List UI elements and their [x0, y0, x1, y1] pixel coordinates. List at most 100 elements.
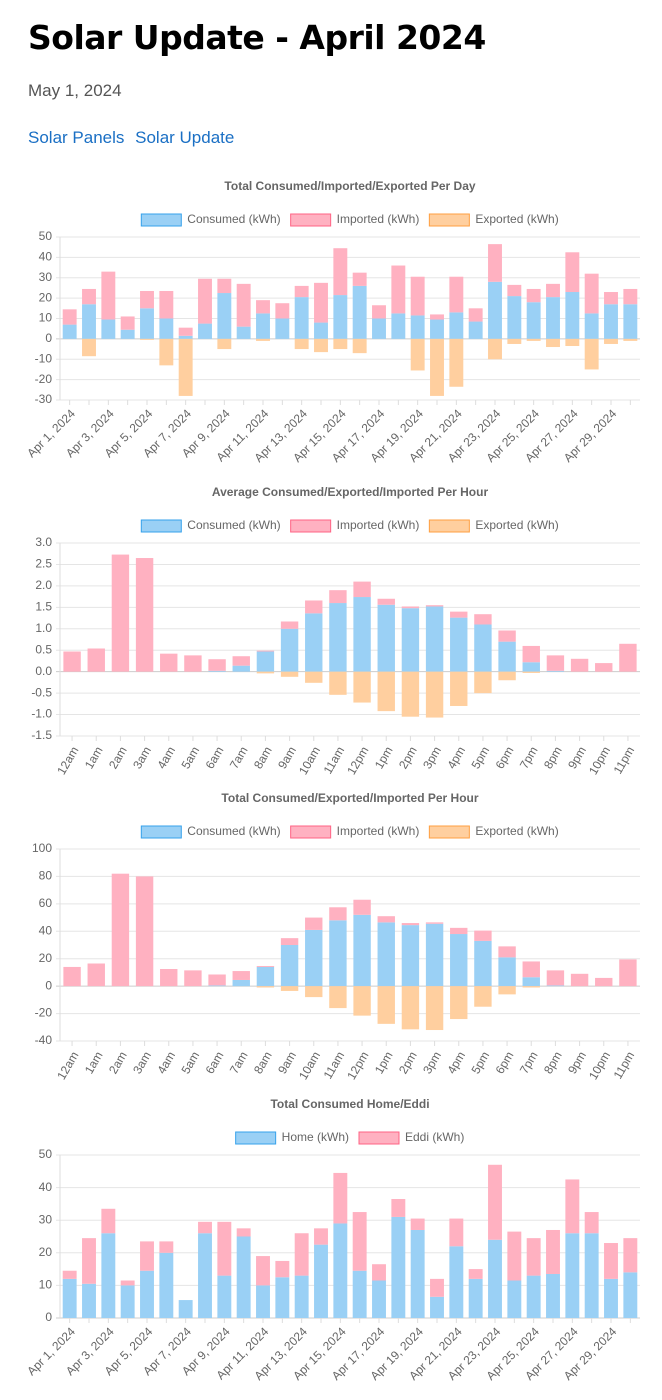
bar: [449, 338, 464, 387]
y-tick-label: -30: [35, 392, 53, 406]
bar: [280, 986, 299, 991]
bar: [314, 1244, 328, 1318]
bar: [256, 650, 275, 652]
x-tick-label: 6pm: [493, 1049, 517, 1076]
y-tick-label: 20: [39, 951, 53, 965]
bar: [101, 1233, 116, 1318]
legend-label: Imported (kWh): [337, 212, 420, 226]
bar: [352, 338, 367, 354]
legend-swatch: [140, 825, 182, 839]
bar: [256, 671, 275, 674]
legend-swatch: [290, 213, 332, 227]
bar: [140, 338, 154, 340]
x-tick-label: 11pm: [611, 744, 638, 776]
legend-label: Exported (kWh): [475, 824, 558, 838]
bar: [184, 655, 202, 672]
bar: [546, 970, 565, 986]
y-tick-label: 30: [39, 270, 53, 284]
bar: [159, 1252, 174, 1318]
bar: [236, 283, 251, 327]
tag-link[interactable]: Solar Update: [135, 128, 235, 147]
x-tick-label: 10pm: [586, 1049, 613, 1082]
bar: [87, 963, 105, 987]
bar: [488, 1164, 502, 1240]
bar: [305, 917, 323, 930]
x-tick-label: 12pm: [344, 744, 371, 777]
bar: [87, 648, 105, 672]
bar: [352, 272, 367, 286]
post-date: May 1, 2024: [28, 81, 122, 100]
bar: [619, 959, 637, 987]
bar: [410, 1229, 425, 1318]
bar: [430, 314, 444, 320]
bar: [401, 608, 420, 672]
y-tick-label: 20: [39, 1245, 53, 1259]
x-tick-label: 9am: [275, 744, 299, 771]
bar: [305, 986, 323, 998]
y-tick-label: 1.0: [35, 621, 52, 635]
bar: [120, 1280, 135, 1286]
bar: [256, 966, 275, 987]
x-tick-label: 1pm: [372, 744, 396, 771]
bar: [584, 338, 599, 370]
bar: [526, 338, 541, 341]
tag-link[interactable]: Solar Panels: [28, 128, 125, 147]
bar: [329, 603, 347, 672]
legend-swatch: [140, 213, 182, 227]
bar: [329, 920, 347, 987]
bar: [522, 961, 540, 978]
bar: [178, 1300, 193, 1318]
bar: [377, 916, 395, 923]
bar: [140, 290, 154, 309]
bar: [474, 986, 492, 1007]
bar: [565, 252, 580, 293]
bar: [294, 1275, 309, 1318]
legend-swatch: [428, 213, 470, 227]
bar: [159, 338, 174, 366]
x-tick-label: 6am: [203, 744, 227, 771]
bar: [584, 313, 599, 339]
y-tick-label: -40: [35, 1033, 53, 1047]
x-tick-label: 2pm: [396, 744, 420, 771]
bar: [488, 338, 502, 360]
bar: [329, 907, 347, 921]
bar: [280, 945, 299, 987]
bar: [623, 1238, 638, 1273]
bar: [256, 1256, 270, 1286]
bar: [159, 290, 174, 319]
bar: [546, 338, 560, 348]
bar: [352, 1212, 367, 1271]
bar: [565, 292, 580, 339]
bar: [236, 326, 251, 339]
bar: [353, 899, 371, 915]
legend-swatch: [428, 519, 470, 533]
bar: [604, 1278, 618, 1318]
x-tick-label: 7pm: [517, 744, 541, 771]
bar: [623, 288, 638, 305]
bar: [507, 338, 522, 344]
bar: [305, 671, 323, 683]
bar: [140, 1241, 154, 1271]
y-tick-label: 30: [39, 1212, 53, 1226]
bar: [623, 1272, 638, 1318]
bar: [140, 1270, 154, 1318]
bar: [498, 630, 516, 642]
bar: [450, 927, 468, 935]
y-tick-label: 100: [32, 841, 52, 855]
bar: [305, 929, 323, 987]
bar: [236, 1228, 251, 1237]
bar: [353, 986, 371, 1016]
bar: [280, 621, 299, 629]
bar: [507, 1280, 522, 1318]
bar: [275, 1260, 290, 1278]
bar: [160, 969, 178, 987]
x-tick-label: 11pm: [611, 1049, 638, 1081]
legend-label: Consumed (kWh): [187, 212, 280, 226]
bar: [449, 1218, 464, 1247]
bar: [570, 973, 589, 987]
bar: [565, 338, 580, 347]
bar: [82, 1238, 96, 1284]
x-tick-label: 5am: [178, 1049, 202, 1076]
bar: [208, 659, 226, 671]
